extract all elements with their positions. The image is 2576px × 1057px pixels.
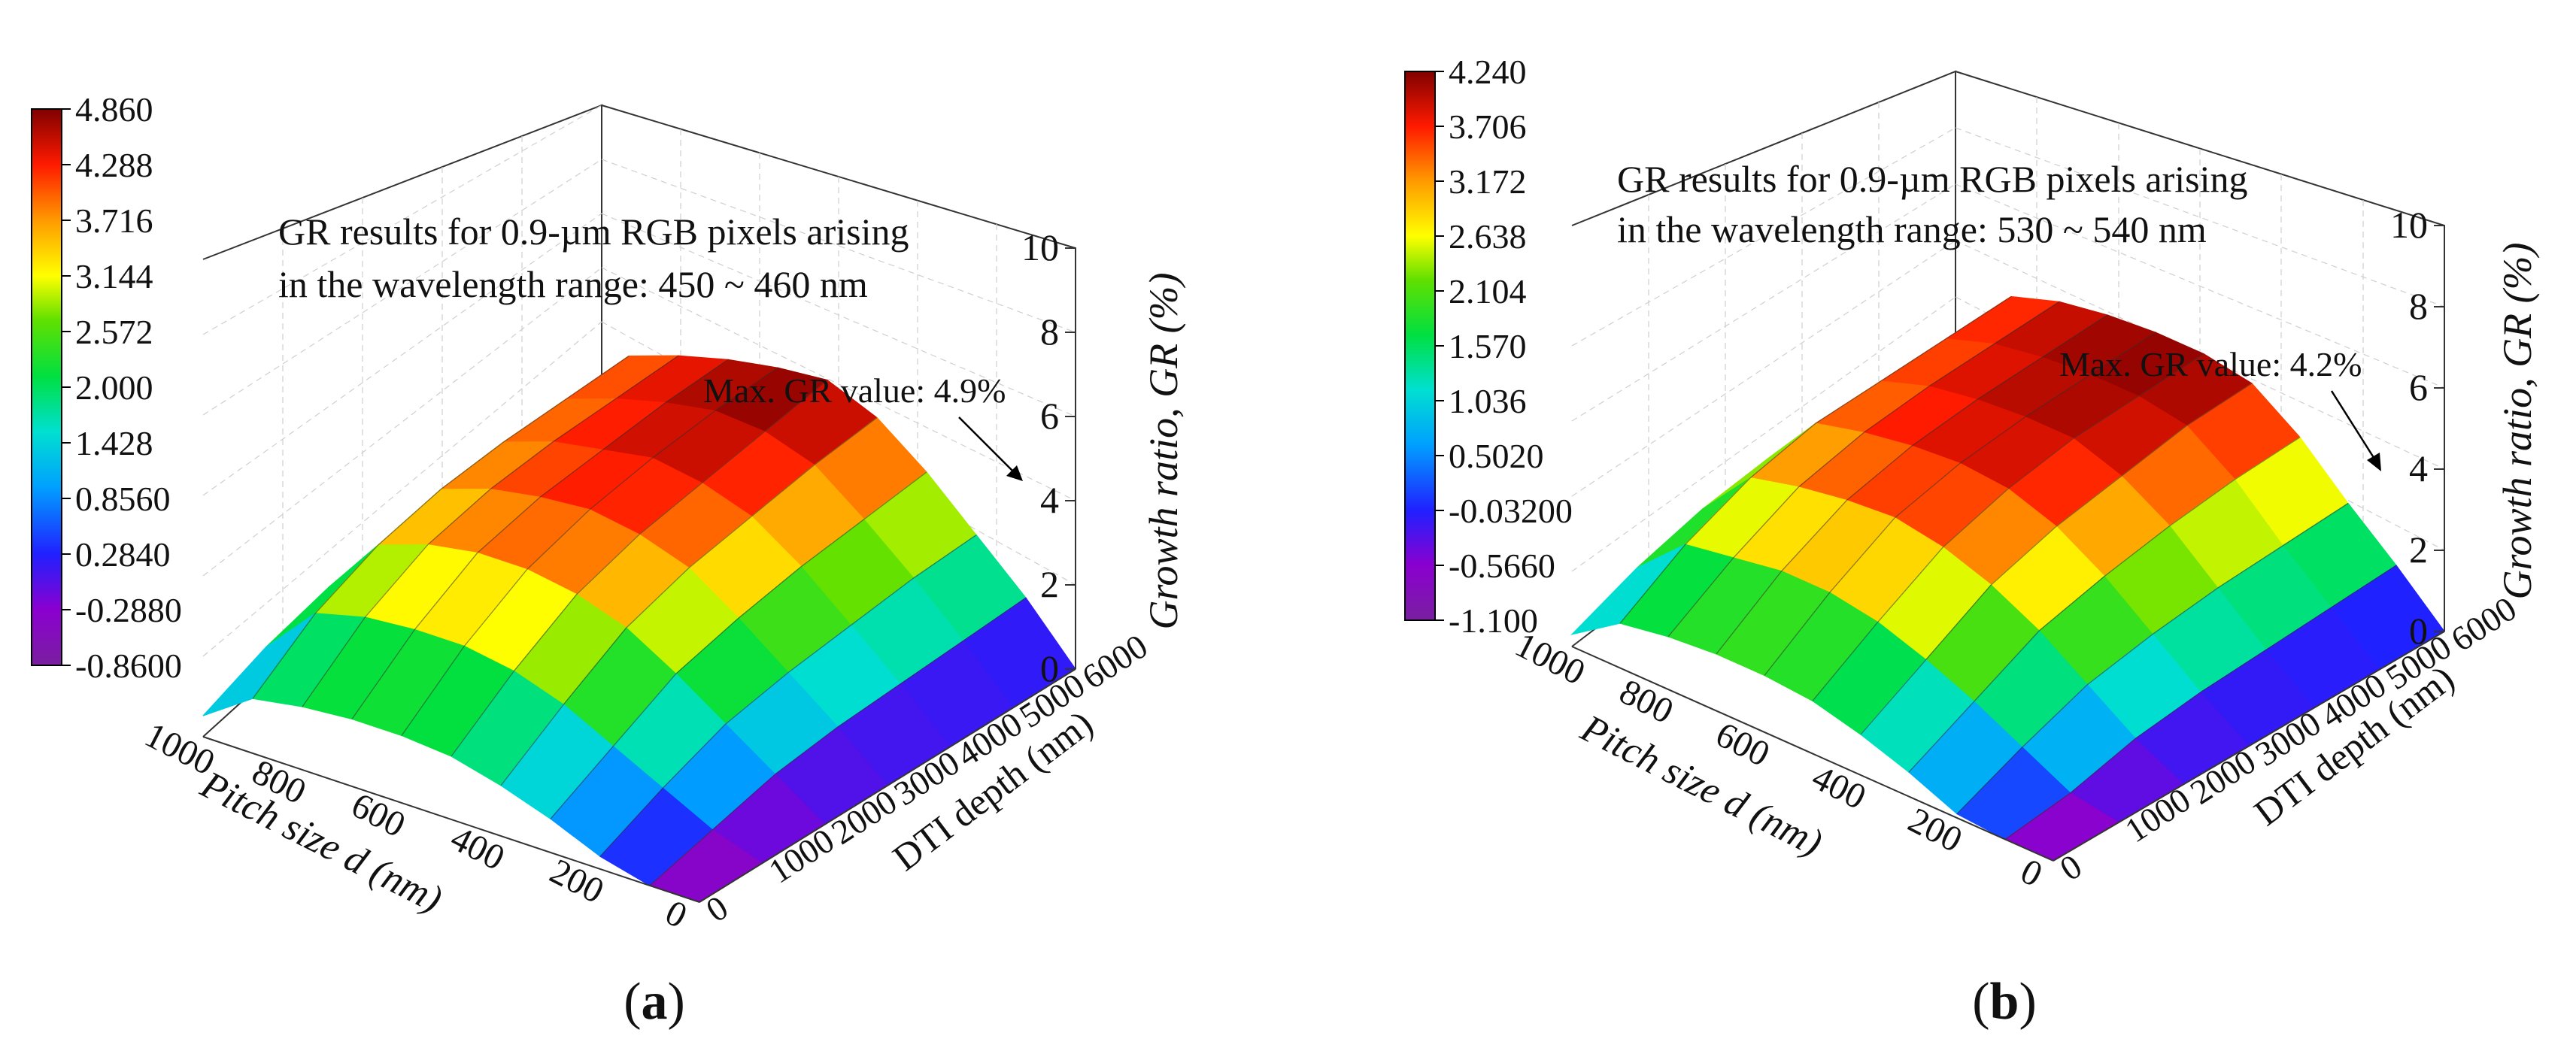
z-tick-label: 4 bbox=[2409, 447, 2428, 489]
surface-contour-line bbox=[1764, 332, 2156, 676]
colorbar-tick-label: -0.5660 bbox=[1449, 547, 1555, 585]
z-axis: 0 2 4 6 8 10 Growth ratio, GR (%) bbox=[2390, 204, 2540, 652]
z-axis: 0 2 4 6 8 10 Growth ratio, GR (%) bbox=[1021, 226, 1186, 689]
surface-contour-line bbox=[252, 356, 630, 699]
max-value-arrow bbox=[958, 416, 1023, 481]
x-tick-label: 600 bbox=[1710, 714, 1776, 774]
colorbar-tick-label: -0.03200 bbox=[1449, 492, 1573, 530]
x-tick-label: 400 bbox=[1806, 757, 1872, 817]
surface-contour-line bbox=[1908, 437, 2301, 773]
colorbar-tick-label: 0.8560 bbox=[75, 480, 171, 518]
surface-contour-line bbox=[1716, 314, 2108, 655]
colorbar-tick-label: 0.5020 bbox=[1449, 437, 1544, 475]
colorbar-tick-label: 2.104 bbox=[1449, 272, 1527, 310]
max-value-label: Max. GR value: 4.2% bbox=[2059, 345, 2362, 383]
colorbar: 4.240 3.706 3.172 2.638 2.104 1.570 1.036 0.502… bbox=[1404, 53, 1573, 640]
gr-surface bbox=[202, 355, 1076, 903]
max-value-arrow bbox=[2330, 390, 2381, 471]
y-tick-label: 6000 bbox=[1076, 627, 1154, 697]
surface-contour-line bbox=[1956, 503, 2349, 815]
max-value-label: Max. GR value: 4.9% bbox=[703, 371, 1006, 410]
z-tick-label: 4 bbox=[1040, 479, 1059, 521]
surface-contour-line bbox=[649, 597, 1027, 886]
surface-contour-line bbox=[1619, 295, 2012, 624]
gr-surface bbox=[1570, 295, 2445, 862]
x-tick-label: 0 bbox=[2014, 851, 2048, 895]
colorbar-tick-label: 4.240 bbox=[1449, 53, 1527, 91]
surface-contour-line bbox=[451, 380, 828, 757]
colorbar-tick-label: 2.572 bbox=[75, 313, 153, 351]
z-axis-label: Growth ratio, GR (%) bbox=[1141, 273, 1186, 630]
z-tick-label: 2 bbox=[1040, 563, 1059, 605]
colorbar-tick-label: -0.8600 bbox=[75, 647, 182, 685]
front-box bbox=[1571, 226, 2445, 862]
y-tick-label: 0 bbox=[2053, 847, 2089, 888]
x-tick-label: 400 bbox=[445, 818, 511, 878]
colorbar-tick-label: -0.2880 bbox=[75, 591, 182, 629]
colorbar: 4.860 4.288 3.716 3.144 2.572 2.000 1.428 0.856… bbox=[31, 90, 182, 685]
panel-label-b: (b) bbox=[1972, 973, 2037, 1031]
annotation-line-2: in the wavelength range: 530 ~ 540 nm bbox=[1617, 208, 2207, 250]
z-axis-label: Growth ratio, GR (%) bbox=[2495, 243, 2540, 600]
surface-contour-line bbox=[1667, 301, 2060, 638]
colorbar-tick-label: 3.172 bbox=[1449, 162, 1527, 201]
annotation-line-1: GR results for 0.9-µm RGB pixels arising bbox=[1617, 158, 2247, 200]
surface-contour-line bbox=[599, 535, 977, 857]
x-axis-label: Pitch size d (nm) bbox=[1573, 707, 1828, 865]
annotation-line-2: in the wavelength range: 450 ~ 460 nm bbox=[278, 263, 868, 305]
surface-contour-line bbox=[2004, 565, 2397, 840]
colorbar-tick-label: 1.036 bbox=[1449, 382, 1527, 420]
colorbar-tick-label: 1.570 bbox=[1449, 327, 1527, 365]
colorbar-tick-label: 3.716 bbox=[75, 201, 153, 240]
colorbar-tick-label: 2.638 bbox=[1449, 217, 1527, 256]
x-axis-label: Pitch size d (nm) bbox=[193, 763, 448, 922]
y-tick-label: 0 bbox=[699, 888, 735, 929]
surface-contour-line bbox=[302, 355, 679, 707]
colorbar-tick-label: 1.428 bbox=[75, 424, 153, 462]
z-tick-label: 10 bbox=[2390, 204, 2428, 246]
colorbar-tick-label: 3.706 bbox=[1449, 108, 1527, 146]
z-tick-label: 10 bbox=[1021, 226, 1059, 268]
x-tick-label: 0 bbox=[659, 892, 693, 936]
z-tick-label: 8 bbox=[2409, 285, 2428, 327]
surface-contour-line bbox=[500, 417, 878, 786]
x-tick-label: 200 bbox=[544, 851, 610, 911]
z-tick-label: 6 bbox=[2409, 366, 2428, 408]
colorbar-tick-label: 4.860 bbox=[75, 90, 153, 129]
surface-contour-line bbox=[1812, 353, 2204, 701]
colorbar-tick-label: 2.000 bbox=[75, 368, 153, 407]
z-tick-label: 8 bbox=[1040, 310, 1059, 353]
z-tick-label: 6 bbox=[1040, 395, 1059, 437]
colorbar-tick-label: 0.2840 bbox=[75, 535, 171, 574]
surface-contour-line bbox=[550, 471, 927, 819]
z-tick-label: 0 bbox=[1040, 647, 1059, 689]
surface-contour-line bbox=[351, 359, 729, 719]
z-tick-label: 2 bbox=[2409, 528, 2428, 571]
surface-contour-line bbox=[401, 367, 778, 736]
colorbar-tick-label: 4.288 bbox=[75, 146, 153, 184]
panel-label-a: (a) bbox=[624, 973, 685, 1031]
annotation-line-1: GR results for 0.9-µm RGB pixels arising bbox=[278, 210, 909, 253]
colorbar-tick-label: -1.100 bbox=[1449, 601, 1538, 640]
surface-contour-line bbox=[1860, 383, 2253, 735]
back-gridlines bbox=[202, 104, 1076, 665]
colorbar-tick-label: 3.144 bbox=[75, 257, 153, 295]
z-tick-label: 0 bbox=[2409, 610, 2428, 652]
